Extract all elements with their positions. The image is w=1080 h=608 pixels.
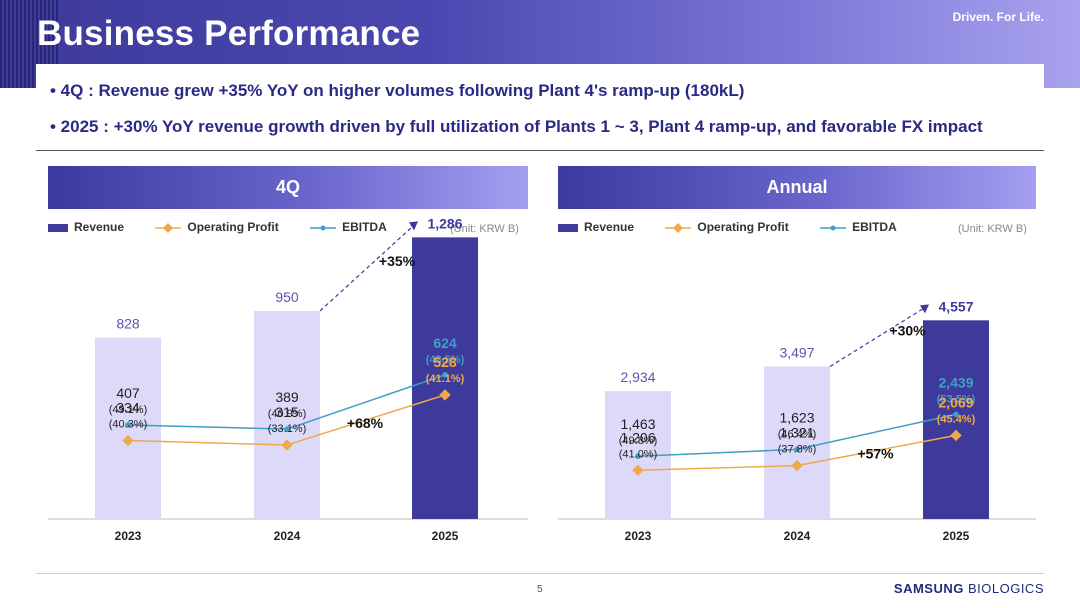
revenue-growth-label: +30% [889, 322, 926, 338]
legend-ebitda-label: EBITDA [342, 220, 387, 234]
legend-revenue-swatch [48, 223, 68, 232]
bullet-4q: • 4Q : Revenue grew +35% YoY on higher v… [50, 81, 745, 100]
revenue-bar-2023 [95, 337, 161, 519]
page-number: 5 [537, 584, 543, 595]
x-tick-2025: 2025 [432, 529, 459, 543]
bullet-2025: • 2025 : +30% YoY revenue growth driven … [50, 117, 983, 136]
ebitda-label-2024: 389 [275, 389, 299, 405]
page-title: Business Performance [37, 14, 421, 53]
ebitda-point-2024 [794, 446, 800, 453]
ebitda-margin-2024: (46.4%) [778, 428, 817, 440]
x-tick-2023: 2023 [625, 529, 652, 543]
legend-ebitda-marker [310, 225, 337, 231]
legend-op: Operating Profit [155, 220, 279, 234]
revenue-label-2023: 828 [116, 316, 140, 332]
legend-ebitda: EBITDA [310, 220, 387, 234]
revenue-label-2025: 4,557 [938, 298, 973, 314]
ebitda-label-2023: 407 [116, 385, 140, 401]
legend-ebitda: EBITDA [820, 220, 897, 234]
op-margin-2023: (40.3%) [109, 419, 148, 431]
x-tick-2024: 2024 [784, 529, 811, 543]
op-label-2025: 528 [433, 354, 457, 370]
op-label-2024: 1,321 [779, 425, 814, 441]
legend-4q: Revenue Operating Profit EBITDA [48, 220, 415, 234]
op-point-2023 [122, 434, 134, 447]
op-point-2024 [791, 459, 803, 472]
footer-divider [36, 573, 1044, 574]
op-point-2024 [281, 439, 293, 451]
legend-ebitda-marker [820, 225, 847, 231]
legend-op-marker [665, 222, 692, 233]
ebitda-margin-2023: (49.1%) [109, 404, 148, 416]
legend-op-label: Operating Profit [187, 220, 279, 234]
brand-tagline: Driven. For Life. [952, 10, 1044, 24]
legend-annual: Revenue Operating Profit EBITDA [558, 220, 925, 234]
revenue-growth-arrowhead [920, 304, 929, 314]
legend-op: Operating Profit [665, 220, 789, 234]
op-growth-label: +57% [857, 446, 894, 462]
op-label-2023: 1,206 [620, 429, 655, 445]
revenue-label-2024: 3,497 [779, 345, 814, 361]
ebitda-margin-2025: (53.5%) [937, 393, 976, 405]
revenue-growth-arrow [829, 305, 928, 368]
legend-revenue: Revenue [558, 220, 634, 234]
ebitda-margin-2023: (49.8%) [619, 435, 658, 447]
legend-ebitda-label: EBITDA [852, 220, 897, 234]
op-margin-2024: (33.1%) [268, 423, 307, 435]
unit-label-annual: (Unit: KRW B) [958, 223, 1027, 235]
logo-samsung: SAMSUNG [893, 581, 964, 596]
op-margin-2025: (41.1%) [426, 373, 465, 385]
legend-op-label: Operating Profit [697, 220, 789, 234]
panel-title-annual: Annual [558, 166, 1036, 209]
logo-biologics: BIOLOGICS [963, 581, 1044, 596]
ebitda-point-2024 [284, 426, 290, 432]
legend-revenue: Revenue [48, 220, 124, 234]
op-margin-2024: (37.8%) [778, 444, 817, 456]
ebitda-label-2025: 624 [433, 335, 457, 351]
ebitda-margin-2025: (48.5%) [426, 354, 465, 366]
summary-bullets: • 4Q : Revenue grew +35% YoY on higher v… [36, 64, 1044, 150]
revenue-growth-label: +35% [379, 253, 416, 269]
section-divider [36, 150, 1044, 151]
revenue-bar-2025 [412, 237, 478, 519]
revenue-label-2025: 1,286 [427, 215, 462, 231]
unit-label-4q: (Unit: KRW B) [450, 223, 519, 235]
revenue-growth-arrow [319, 222, 417, 312]
ebitda-point-2023 [635, 453, 641, 460]
op-label-2024: 315 [275, 404, 299, 420]
ebitda-point-2025 [953, 411, 959, 418]
legend-revenue-label: Revenue [74, 220, 125, 234]
ebitda-point-2023 [125, 422, 131, 428]
x-tick-2023: 2023 [115, 529, 142, 543]
revenue-label-2024: 950 [275, 289, 299, 305]
legend-op-marker [155, 222, 182, 233]
samsung-biologics-logo: SAMSUNG BIOLOGICS [894, 581, 1044, 596]
op-point-2025 [950, 429, 962, 442]
op-point-2025 [439, 389, 451, 401]
revenue-growth-arrowhead [409, 221, 418, 231]
x-tick-2024: 2024 [274, 529, 301, 543]
x-tick-2025: 2025 [943, 529, 970, 543]
op-label-2023: 334 [116, 400, 140, 416]
panel-title-4q: 4Q [48, 166, 528, 209]
ebitda-label-2025: 2,439 [938, 374, 973, 390]
op-growth-label: +68% [347, 415, 384, 431]
op-margin-2023: (41.0%) [619, 448, 658, 460]
revenue-label-2023: 2,934 [620, 369, 655, 385]
ebitda-label-2023: 1,463 [620, 416, 655, 432]
chart-4q: 828 950 1,286 2023 2024 2025 407 (49.1%)334 (40.… [48, 215, 528, 543]
ebitda-label-2024: 1,623 [779, 409, 814, 425]
revenue-bar-2024 [254, 310, 320, 519]
ebitda-margin-2024: (40.9%) [268, 408, 307, 420]
op-point-2023 [632, 464, 644, 476]
ebitda-point-2025 [442, 372, 448, 378]
revenue-bar-2024 [764, 366, 830, 519]
op-margin-2025: (45.4%) [937, 413, 976, 425]
legend-revenue-label: Revenue [584, 220, 635, 234]
legend-revenue-swatch [558, 223, 578, 232]
op-label-2025: 2,069 [938, 394, 973, 410]
